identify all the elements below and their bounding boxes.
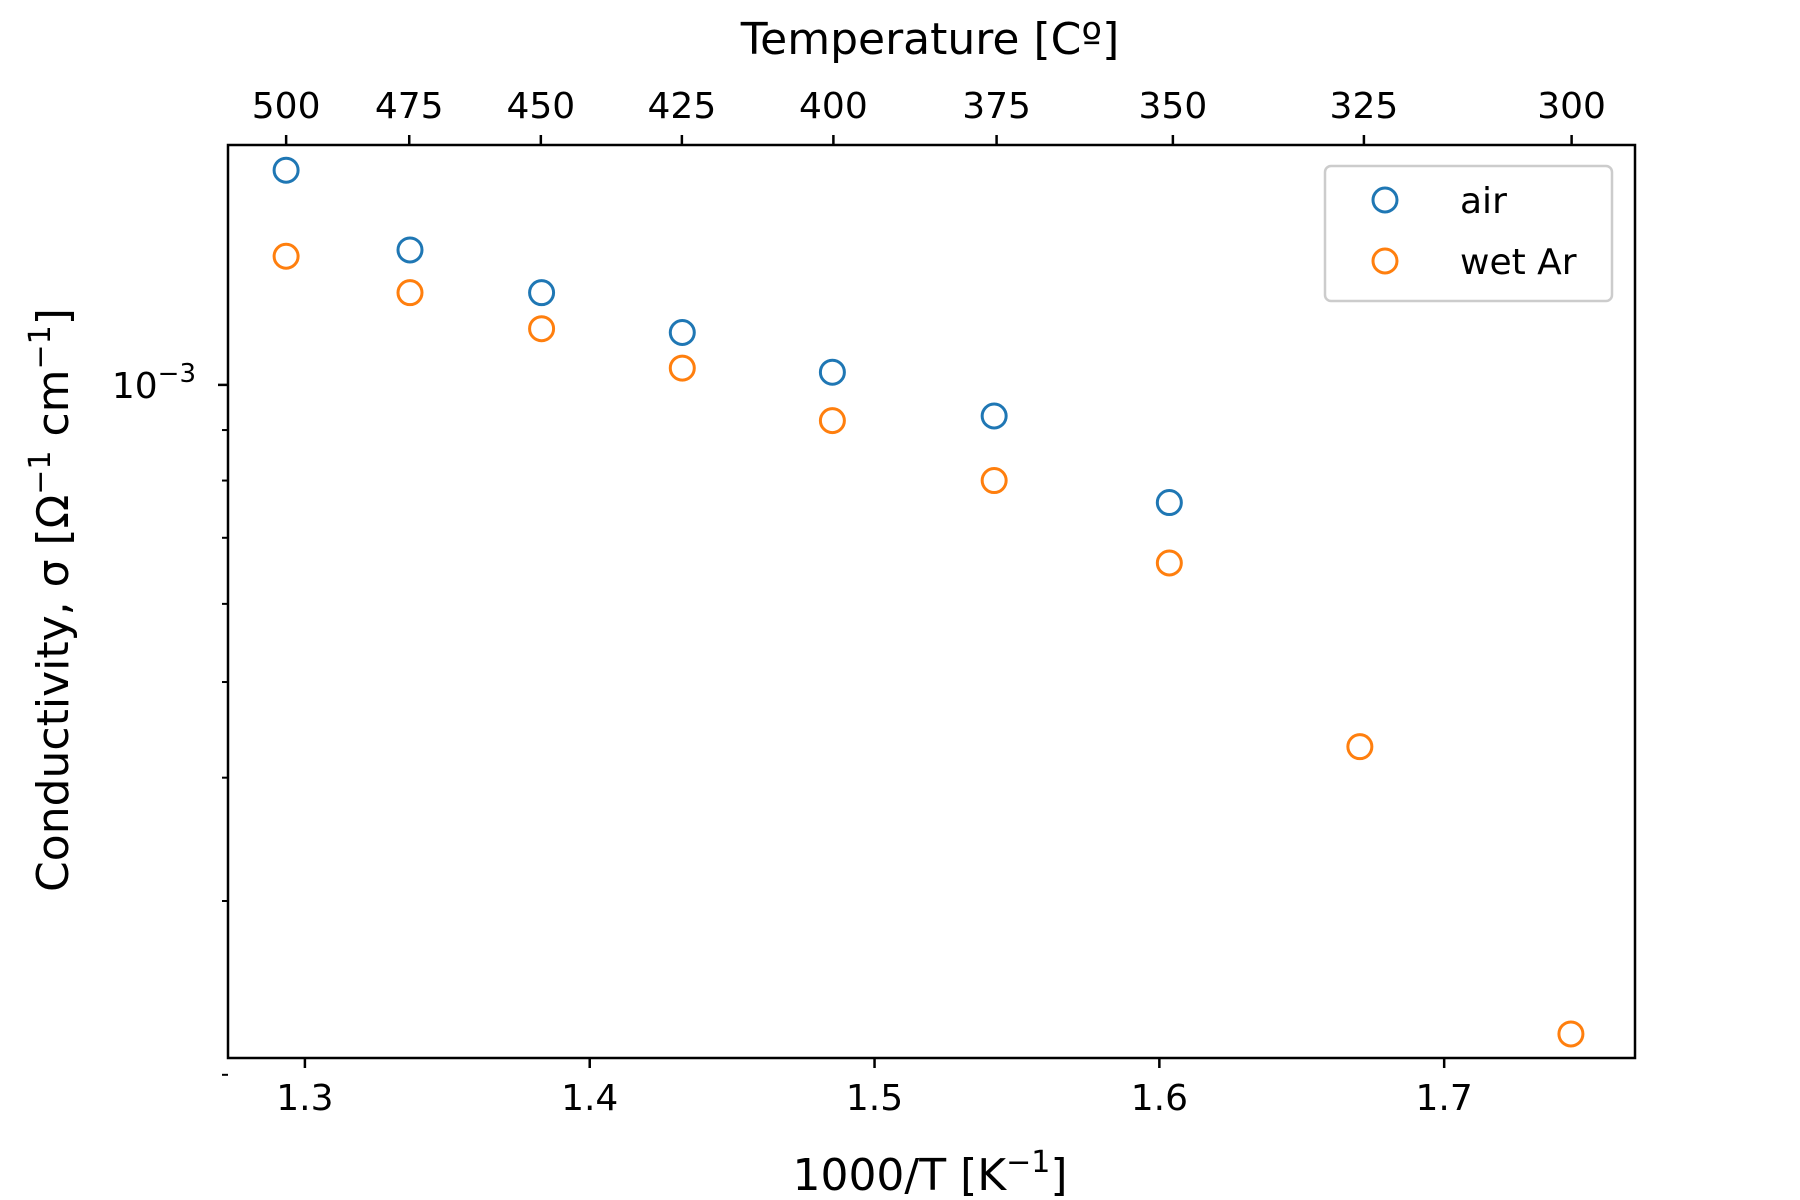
- bottom-x-ticks: 1.3 1.4 1.5 1.6 1.7: [276, 1058, 1473, 1119]
- data-point: [1346, 733, 1374, 761]
- y-axis-title-main: Conductivity, σ [Ω: [28, 495, 79, 892]
- y-axis-title: Conductivity, σ [Ω−1 cm−1]: [23, 308, 79, 892]
- bottom-x-tick-label: 1.3: [276, 1078, 333, 1119]
- x-axis-title-exponent: −1: [1006, 1145, 1050, 1180]
- data-point: [818, 358, 846, 386]
- top-x-tick-label: 425: [648, 86, 717, 127]
- legend-marker-air: [1371, 186, 1399, 214]
- data-point: [980, 402, 1008, 430]
- y-axis-title-exponent-2: −1: [23, 325, 58, 369]
- top-x-tick-label: 400: [799, 86, 868, 127]
- y-tick-label-exponent: −3: [158, 359, 196, 389]
- legend-label-wet-ar: wet Ar: [1460, 242, 1577, 283]
- bottom-x-tick-label: 1.5: [846, 1078, 903, 1119]
- x-axis-title-end: ]: [1050, 1150, 1067, 1200]
- y-tick-label-major: 10−3: [112, 359, 196, 407]
- legend-label-air: air: [1460, 181, 1507, 222]
- x-axis-title: 1000/T [K−1]: [792, 1145, 1067, 1200]
- data-point: [668, 319, 696, 347]
- data-series: [272, 156, 1585, 1048]
- top-x-tick-label: 450: [506, 86, 575, 127]
- top-x-tick-label: 475: [375, 86, 444, 127]
- y-ticks: [218, 383, 228, 1076]
- series-air: [272, 156, 1183, 517]
- y-axis-title-exponent-1: −1: [23, 451, 58, 495]
- data-point: [1155, 549, 1183, 577]
- bottom-x-tick-label: 1.4: [561, 1078, 618, 1119]
- plot-area-frame: [226, 143, 1637, 1060]
- top-x-tick-label: 350: [1139, 86, 1208, 127]
- top-axis-title: Temperature [Cº]: [740, 14, 1120, 65]
- top-x-tick-label: 500: [252, 86, 321, 127]
- data-point: [272, 242, 300, 270]
- bottom-x-tick-label: 1.6: [1131, 1078, 1188, 1119]
- bottom-x-tick-label: 1.7: [1416, 1078, 1473, 1119]
- data-point: [818, 407, 846, 435]
- data-point: [396, 279, 424, 307]
- data-point: [528, 315, 556, 343]
- x-axis-title-main: 1000/T [K: [792, 1150, 1007, 1200]
- data-point: [272, 156, 300, 184]
- y-axis-title-end: ]: [28, 308, 79, 325]
- top-x-tick-label: 300: [1537, 86, 1606, 127]
- data-point: [980, 467, 1008, 495]
- legend: air wet Ar: [1323, 164, 1614, 303]
- top-x-ticks: 500 475 450 425 400 375 350 325 300: [252, 86, 1606, 145]
- data-point: [396, 236, 424, 264]
- data-point: [1557, 1020, 1585, 1048]
- data-point: [668, 354, 696, 382]
- top-x-tick-label: 375: [962, 86, 1031, 127]
- legend-marker-wet-ar: [1371, 247, 1399, 275]
- y-axis-title-mid: cm: [28, 369, 79, 450]
- data-point: [528, 279, 556, 307]
- series-wet-ar: [272, 242, 1585, 1048]
- y-tick-label-base: 10: [112, 366, 158, 407]
- data-point: [1155, 489, 1183, 517]
- top-x-tick-label: 325: [1330, 86, 1399, 127]
